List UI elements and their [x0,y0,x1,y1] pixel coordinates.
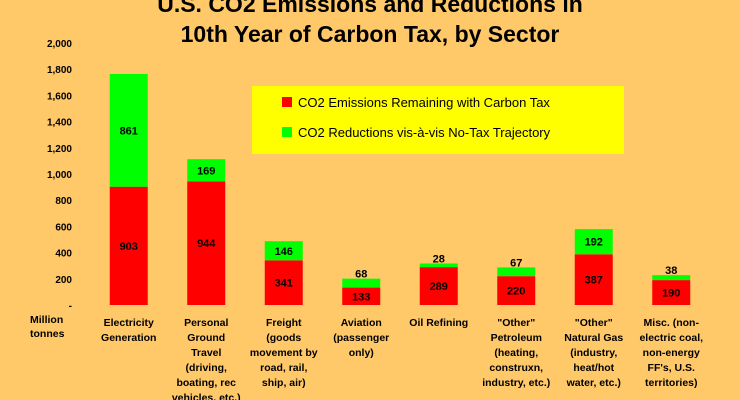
bar-reductions [342,278,381,288]
bar-emissions-remaining [419,267,458,305]
category-label: boating, rec [176,377,236,389]
category-label: (industry, [570,347,617,359]
category-label: (heating, [494,347,538,359]
category-label: "Other" [575,317,613,329]
y-tick-label: 400 [55,249,72,260]
category-label: ship, air) [262,377,306,389]
y-tick-label: 600 [55,222,72,233]
legend-swatch [282,97,292,107]
data-label-reductions: 68 [355,269,367,281]
y-axis: - 200 400 600 800 1,000 1,200 1,400 1,600 1,800 2,… [30,39,72,340]
title-line-2: 10th Year of Carbon Tax, by Sector [181,21,560,47]
x-axis-categories: Electricity Generation Personal Ground Trave… [101,317,703,400]
category-label: heat/hot [573,362,614,374]
legend-label: CO2 Reductions vis-à-vis No-Tax Trajecto… [298,125,551,140]
category-label: Ground [187,332,225,344]
y-tick-label: 800 [55,196,72,207]
bar-emissions-remaining [109,186,148,305]
bar-reductions [497,267,536,277]
category-label: territories) [645,377,698,389]
category-label: (driving, [186,362,227,374]
data-label-emissions: 133 [352,291,370,303]
category-label: Freight [266,317,302,329]
category-label: Electricity [104,317,154,329]
category-label: vehicles, etc.) [172,392,241,400]
category-label: Generation [101,332,156,344]
data-label-reductions: 67 [510,257,522,269]
category-label: Petroleum [491,332,542,344]
legend: CO2 Emissions Remaining with Carbon Tax C… [252,86,624,154]
category-label: Personal [184,317,228,329]
bar-reductions [574,229,613,255]
bar-emissions-remaining [187,181,226,305]
bar-emissions-remaining [264,260,303,305]
y-tick-label: 1,600 [47,91,72,102]
data-label-emissions: 944 [197,238,216,250]
category-label: industry, etc.) [482,377,550,389]
category-label: (passenger [333,332,389,344]
bar-reductions [419,263,458,268]
category-label: water, etc.) [566,377,621,389]
title-line-1: U.S. CO2 Emissions and Reductions in [157,0,583,17]
data-label-emissions: 387 [585,275,603,287]
y-tick-label: 1,200 [47,144,72,155]
category-label: road, rail, [260,362,307,374]
bar-emissions-remaining [342,287,381,305]
category-label: electric coal, [639,332,703,344]
data-label-reductions: 192 [585,237,603,249]
category-label: construxn, [489,362,543,374]
bar-reductions [187,159,226,182]
legend-swatch [282,127,292,137]
category-label: FF's, U.S. [648,362,696,374]
bar-emissions-remaining [497,276,536,305]
legend-label: CO2 Emissions Remaining with Carbon Tax [298,95,550,110]
y-axis-label: Million [30,314,63,326]
bar-emissions-remaining [574,254,613,305]
data-label-reductions: 28 [433,253,445,265]
chart-title: U.S. CO2 Emissions and Reductions in 10th… [157,0,583,47]
y-tick-label: 1,800 [47,65,72,76]
y-axis-label: tonnes [30,328,65,340]
category-label: Aviation [341,317,382,329]
bar-reductions [109,73,148,187]
y-tick-label: 1,000 [47,170,72,181]
category-label: Oil Refining [409,317,468,329]
category-label: "Other" [497,317,535,329]
data-label-reductions: 861 [120,125,138,137]
category-label: Natural Gas [564,332,623,344]
data-label-reductions: 169 [197,165,215,177]
data-label-reductions: 38 [665,265,677,277]
category-label: non-energy [643,347,700,359]
y-tick-label: 200 [55,275,72,286]
bar-reductions [264,241,303,261]
category-label: only) [349,347,374,359]
category-label: movement by [250,347,318,359]
category-label: Misc. (non- [644,317,700,329]
category-label: Travel [191,347,221,359]
legend-box [252,86,624,154]
bars: 903 861 944 169 341 146 133 68 289 28 220 67 387 192 1… [109,73,691,305]
data-label-emissions: 341 [275,278,293,290]
bar-emissions-remaining [652,280,691,305]
data-label-emissions: 220 [507,286,525,298]
data-label-emissions: 903 [120,241,138,253]
bar-reductions [652,275,691,281]
data-label-emissions: 190 [662,288,680,300]
y-tick-label: - [69,301,72,312]
y-tick-label: 1,400 [47,118,72,129]
y-tick-label: 2,000 [47,39,72,50]
data-label-emissions: 289 [430,281,448,293]
category-label: (goods [266,332,301,344]
data-label-reductions: 146 [275,246,293,258]
